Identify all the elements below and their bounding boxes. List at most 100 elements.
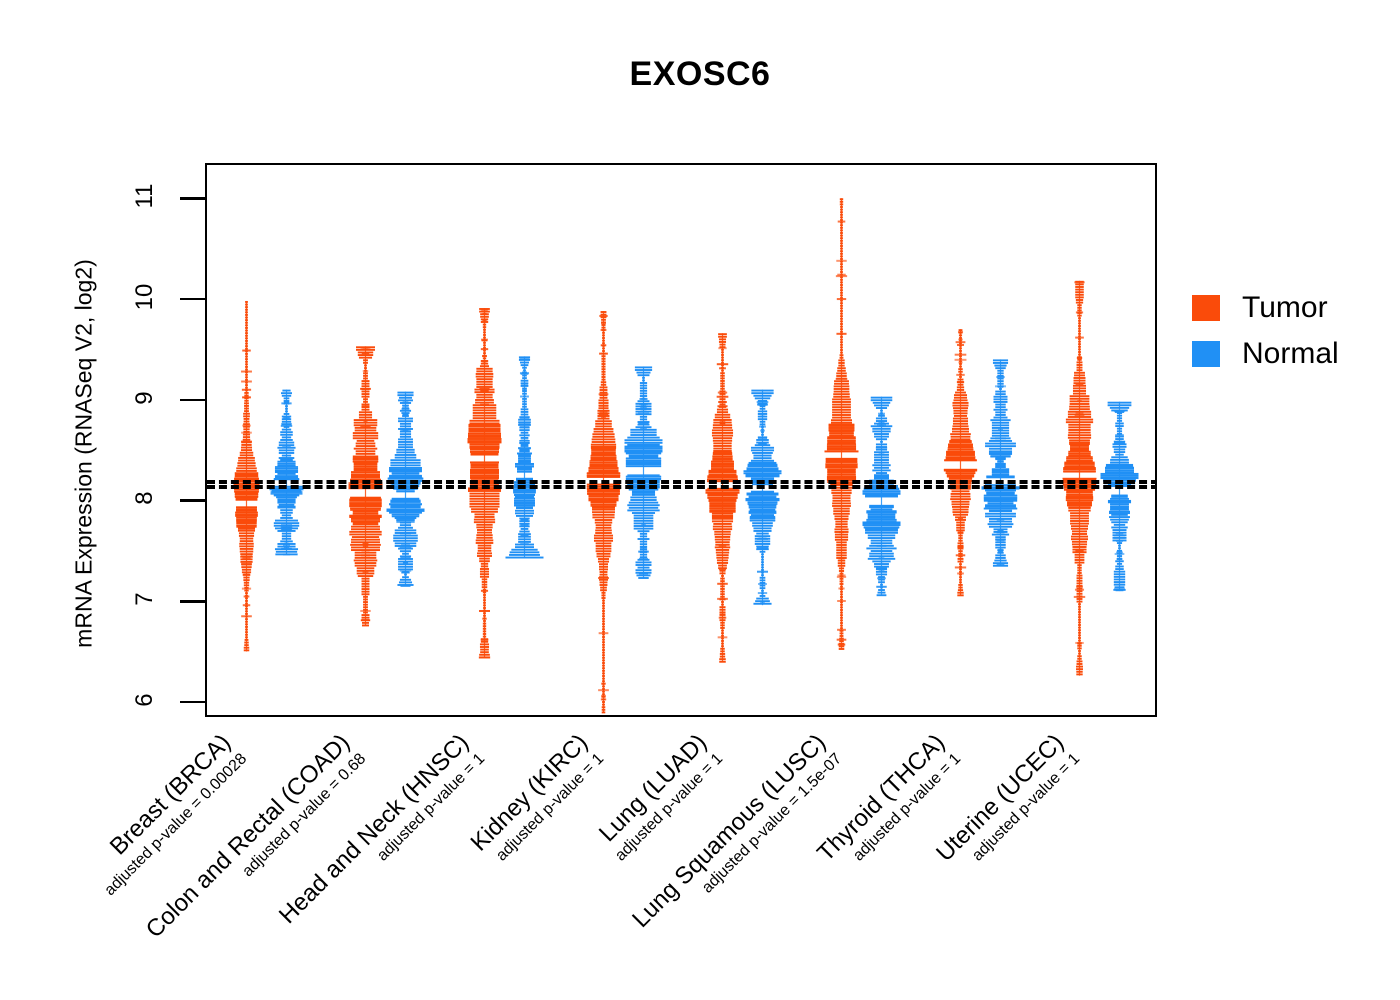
swarm-outlier-point bbox=[756, 401, 769, 404]
swarm-point-row bbox=[235, 499, 258, 501]
swarm-point-row bbox=[234, 474, 259, 476]
swarm-point-row bbox=[589, 460, 618, 462]
swarm-point-row bbox=[719, 390, 726, 393]
swarm-outlier-point bbox=[995, 538, 1006, 541]
swarm-point-row bbox=[840, 242, 843, 245]
swarm-point-row bbox=[390, 499, 421, 502]
swarm-point-row bbox=[244, 644, 249, 647]
swarm-point-row bbox=[245, 592, 248, 595]
swarm-point-row bbox=[477, 552, 492, 555]
swarm-point-row bbox=[1067, 410, 1092, 413]
swarm-point-row bbox=[705, 489, 740, 492]
swarm-point-row bbox=[1074, 561, 1085, 564]
swarm-point-row bbox=[1109, 510, 1130, 513]
swarm-outlier-point bbox=[997, 528, 1004, 531]
swarm-point-row bbox=[594, 519, 613, 521]
swarm-point-row bbox=[396, 490, 415, 493]
swarm-point-row bbox=[642, 379, 645, 382]
swarm-point-row bbox=[277, 502, 296, 504]
swarm-point-row bbox=[351, 536, 380, 539]
swarm-outlier-point bbox=[1115, 532, 1124, 535]
swarm-point-row bbox=[361, 616, 370, 619]
swarm-point-row bbox=[953, 399, 968, 402]
swarm-point-row bbox=[1068, 454, 1091, 456]
swarm-point-row bbox=[759, 595, 766, 597]
swarm-outlier-point bbox=[482, 360, 487, 363]
swarm-point-row bbox=[363, 361, 368, 364]
swarm-point-row bbox=[840, 606, 843, 609]
swarm-point-row bbox=[520, 364, 529, 367]
swarm-point-row bbox=[1078, 338, 1081, 340]
swarm-point-row bbox=[627, 442, 660, 444]
swarm-point-row bbox=[1113, 523, 1126, 526]
swarm-point-row bbox=[1076, 369, 1083, 372]
swarm-point-row bbox=[398, 565, 413, 568]
swarm-point-row bbox=[866, 512, 897, 514]
swarm-point-row bbox=[245, 631, 248, 634]
swarm-point-row bbox=[991, 427, 1010, 429]
swarm-point-row bbox=[753, 530, 772, 532]
swarm-point-row bbox=[398, 396, 413, 399]
swarm-point-row bbox=[874, 456, 889, 459]
swarm-point-row bbox=[756, 439, 769, 441]
swarm-point-row bbox=[480, 562, 489, 565]
swarm-point-row bbox=[398, 420, 413, 423]
swarm-point-row bbox=[520, 410, 529, 413]
swarm-point-row bbox=[1073, 377, 1086, 379]
legend-item[interactable]: Normal bbox=[1192, 331, 1392, 377]
swarm-point-row bbox=[399, 422, 412, 425]
swarm-point-row bbox=[1100, 474, 1139, 477]
swarm-point-row bbox=[832, 414, 851, 416]
swarm-point-row bbox=[389, 468, 422, 471]
swarm-point-row bbox=[587, 492, 620, 495]
swarm-point-row bbox=[988, 520, 1013, 523]
swarm-point-row bbox=[479, 570, 490, 573]
swarm-outlier-point bbox=[242, 349, 251, 352]
swarm-point-row bbox=[1109, 406, 1130, 409]
swarm-point-row bbox=[874, 466, 889, 469]
swarm-point-row bbox=[363, 359, 368, 362]
swarm-point-row bbox=[514, 488, 535, 491]
swarm-point-row bbox=[273, 478, 300, 481]
swarm-outlier-point bbox=[956, 373, 965, 376]
swarm-point-row bbox=[1075, 296, 1084, 299]
swarm-point-row bbox=[840, 294, 843, 297]
swarm-point-row bbox=[826, 477, 857, 480]
swarm-point-row bbox=[639, 532, 648, 535]
swarm-point-row bbox=[761, 428, 764, 431]
swarm-point-row bbox=[394, 516, 417, 519]
swarm-point-row bbox=[983, 495, 1018, 497]
swarm-point-row bbox=[875, 573, 888, 576]
swarm-point-row bbox=[839, 198, 844, 201]
swarm-point-row bbox=[277, 462, 296, 465]
swarm-point-row bbox=[590, 445, 617, 448]
swarm-point-row bbox=[1111, 496, 1128, 498]
swarm-point-row bbox=[352, 510, 379, 513]
swarm-point-row bbox=[745, 497, 780, 500]
swarm-point-row bbox=[832, 505, 851, 507]
swarm-point-row bbox=[995, 411, 1006, 414]
swarm-point-row bbox=[874, 461, 889, 464]
swarm-point-row bbox=[957, 531, 964, 534]
swarm-point-row bbox=[483, 614, 486, 617]
swarm-point-row bbox=[1076, 579, 1083, 582]
swarm-point-row bbox=[244, 391, 249, 394]
swarm-point-row bbox=[599, 584, 608, 586]
swarm-point-row bbox=[245, 329, 248, 332]
swarm-outlier-point bbox=[600, 344, 607, 347]
swarm-point-row bbox=[1111, 514, 1128, 516]
swarm-point-row bbox=[952, 508, 969, 511]
swarm-point-row bbox=[711, 520, 734, 523]
swarm-point-row bbox=[595, 542, 612, 545]
swarm-point-row bbox=[826, 475, 857, 478]
swarm-point-row bbox=[356, 572, 375, 575]
swarm-outlier-point bbox=[836, 259, 847, 262]
swarm-point-row bbox=[402, 576, 409, 579]
swarm-point-row bbox=[837, 562, 846, 565]
swarm-point-row bbox=[602, 350, 605, 352]
swarm-point-row bbox=[1076, 590, 1083, 593]
legend-item[interactable]: Tumor bbox=[1192, 285, 1392, 331]
swarm-point-row bbox=[720, 380, 725, 382]
swarm-point-row bbox=[1100, 476, 1139, 479]
swarm-point-row bbox=[520, 408, 529, 411]
